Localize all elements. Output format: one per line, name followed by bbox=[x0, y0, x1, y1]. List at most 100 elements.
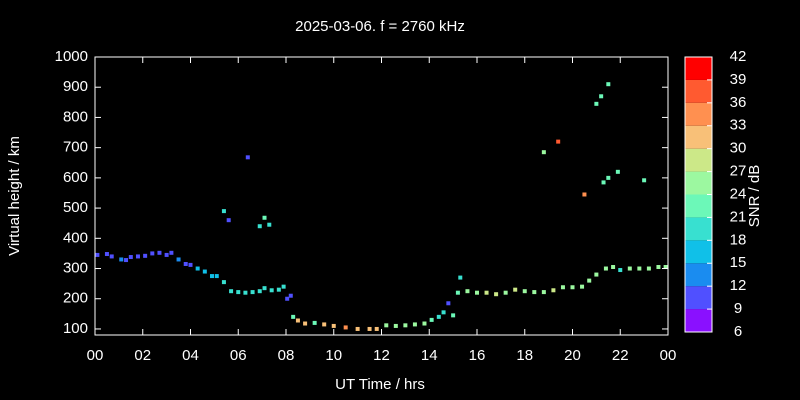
x-tick-label: 00 bbox=[660, 347, 677, 364]
data-point bbox=[221, 209, 226, 214]
colorbar-tick-label: 15 bbox=[730, 254, 747, 271]
x-tick-label: 00 bbox=[87, 347, 104, 364]
colorbar-tick-label: 42 bbox=[730, 48, 747, 65]
colorbar-tick-label: 30 bbox=[730, 140, 747, 157]
data-point bbox=[331, 323, 336, 328]
data-point bbox=[195, 266, 200, 271]
data-point bbox=[119, 257, 124, 262]
colorbar-tick-label: 24 bbox=[730, 185, 747, 202]
data-point bbox=[618, 268, 623, 273]
data-point bbox=[250, 290, 255, 295]
data-point bbox=[594, 272, 599, 277]
data-point bbox=[656, 265, 661, 270]
x-tick-label: 18 bbox=[516, 347, 533, 364]
y-tick-label: 500 bbox=[63, 199, 88, 216]
data-point bbox=[384, 323, 389, 328]
data-point bbox=[541, 290, 546, 295]
data-point bbox=[257, 289, 262, 294]
data-point bbox=[522, 289, 527, 294]
data-point bbox=[541, 150, 546, 155]
x-tick-label: 20 bbox=[564, 347, 581, 364]
data-point bbox=[243, 290, 248, 295]
y-tick-label: 400 bbox=[63, 229, 88, 246]
data-point bbox=[611, 265, 616, 270]
data-point bbox=[606, 82, 611, 87]
data-point bbox=[570, 285, 575, 290]
data-point bbox=[150, 251, 155, 256]
data-point bbox=[393, 323, 398, 328]
x-tick-label: 12 bbox=[373, 347, 390, 364]
data-point bbox=[606, 175, 611, 180]
y-axis-label: Virtual height / km bbox=[6, 136, 23, 256]
colorbar-tick-label: 12 bbox=[730, 277, 747, 294]
data-point bbox=[422, 321, 427, 326]
data-point bbox=[209, 274, 214, 279]
data-point bbox=[367, 326, 372, 331]
y-tick-label: 300 bbox=[63, 259, 88, 276]
data-point bbox=[560, 285, 565, 290]
y-tick-label: 100 bbox=[63, 320, 88, 337]
y-tick-label: 800 bbox=[63, 108, 88, 125]
data-point bbox=[646, 266, 651, 271]
data-point bbox=[267, 222, 272, 227]
data-point bbox=[202, 269, 207, 274]
data-point bbox=[183, 261, 188, 266]
data-point bbox=[615, 169, 620, 174]
data-point bbox=[603, 266, 608, 271]
colorbar-band bbox=[685, 79, 712, 103]
colorbar-tick-label: 21 bbox=[730, 208, 747, 225]
x-tick-label: 06 bbox=[230, 347, 247, 364]
data-point bbox=[343, 325, 348, 330]
data-point bbox=[236, 290, 241, 295]
colorbar-band bbox=[685, 102, 712, 126]
data-point bbox=[303, 321, 308, 326]
data-point bbox=[556, 139, 561, 144]
x-tick-label: 04 bbox=[182, 347, 199, 364]
y-tick-label: 700 bbox=[63, 139, 88, 156]
data-point bbox=[642, 178, 647, 183]
data-point bbox=[221, 280, 226, 285]
data-point bbox=[403, 323, 408, 328]
colorbar-band bbox=[685, 286, 712, 310]
colorbar-tick-label: 18 bbox=[730, 231, 747, 248]
data-point bbox=[262, 286, 267, 291]
data-point bbox=[262, 215, 267, 220]
data-point bbox=[226, 218, 231, 223]
data-point bbox=[281, 284, 286, 289]
data-point bbox=[458, 275, 463, 280]
x-axis-label: UT Time / hrs bbox=[335, 376, 425, 393]
data-point bbox=[587, 278, 592, 283]
colorbar-band bbox=[685, 217, 712, 241]
colorbar-tick-label: 39 bbox=[730, 71, 747, 88]
colorbar-tick-label: 9 bbox=[734, 300, 742, 317]
data-point bbox=[229, 289, 234, 294]
colorbar-band bbox=[685, 148, 712, 172]
data-point bbox=[188, 262, 193, 267]
data-point bbox=[128, 255, 133, 260]
data-point bbox=[436, 314, 441, 319]
colorbar-band bbox=[685, 263, 712, 287]
data-point bbox=[451, 313, 456, 318]
data-point bbox=[214, 274, 219, 279]
data-point bbox=[601, 180, 606, 185]
data-point bbox=[446, 301, 451, 306]
data-point bbox=[355, 326, 360, 331]
data-point bbox=[663, 265, 668, 270]
data-point bbox=[637, 266, 642, 271]
data-point bbox=[429, 317, 434, 322]
data-point bbox=[582, 192, 587, 197]
data-point bbox=[412, 322, 417, 327]
x-tick-label: 08 bbox=[278, 347, 295, 364]
data-point bbox=[627, 266, 632, 271]
y-tick-label: 200 bbox=[63, 290, 88, 307]
x-tick-label: 16 bbox=[469, 347, 486, 364]
data-point bbox=[164, 252, 169, 257]
data-point bbox=[157, 250, 162, 255]
data-point bbox=[169, 250, 174, 255]
colorbar-tick-label: 27 bbox=[730, 163, 747, 180]
data-point bbox=[513, 287, 518, 292]
chart-title: 2025-03-06. f = 2760 kHz bbox=[295, 18, 465, 35]
data-point bbox=[104, 252, 109, 257]
data-point bbox=[295, 318, 300, 323]
